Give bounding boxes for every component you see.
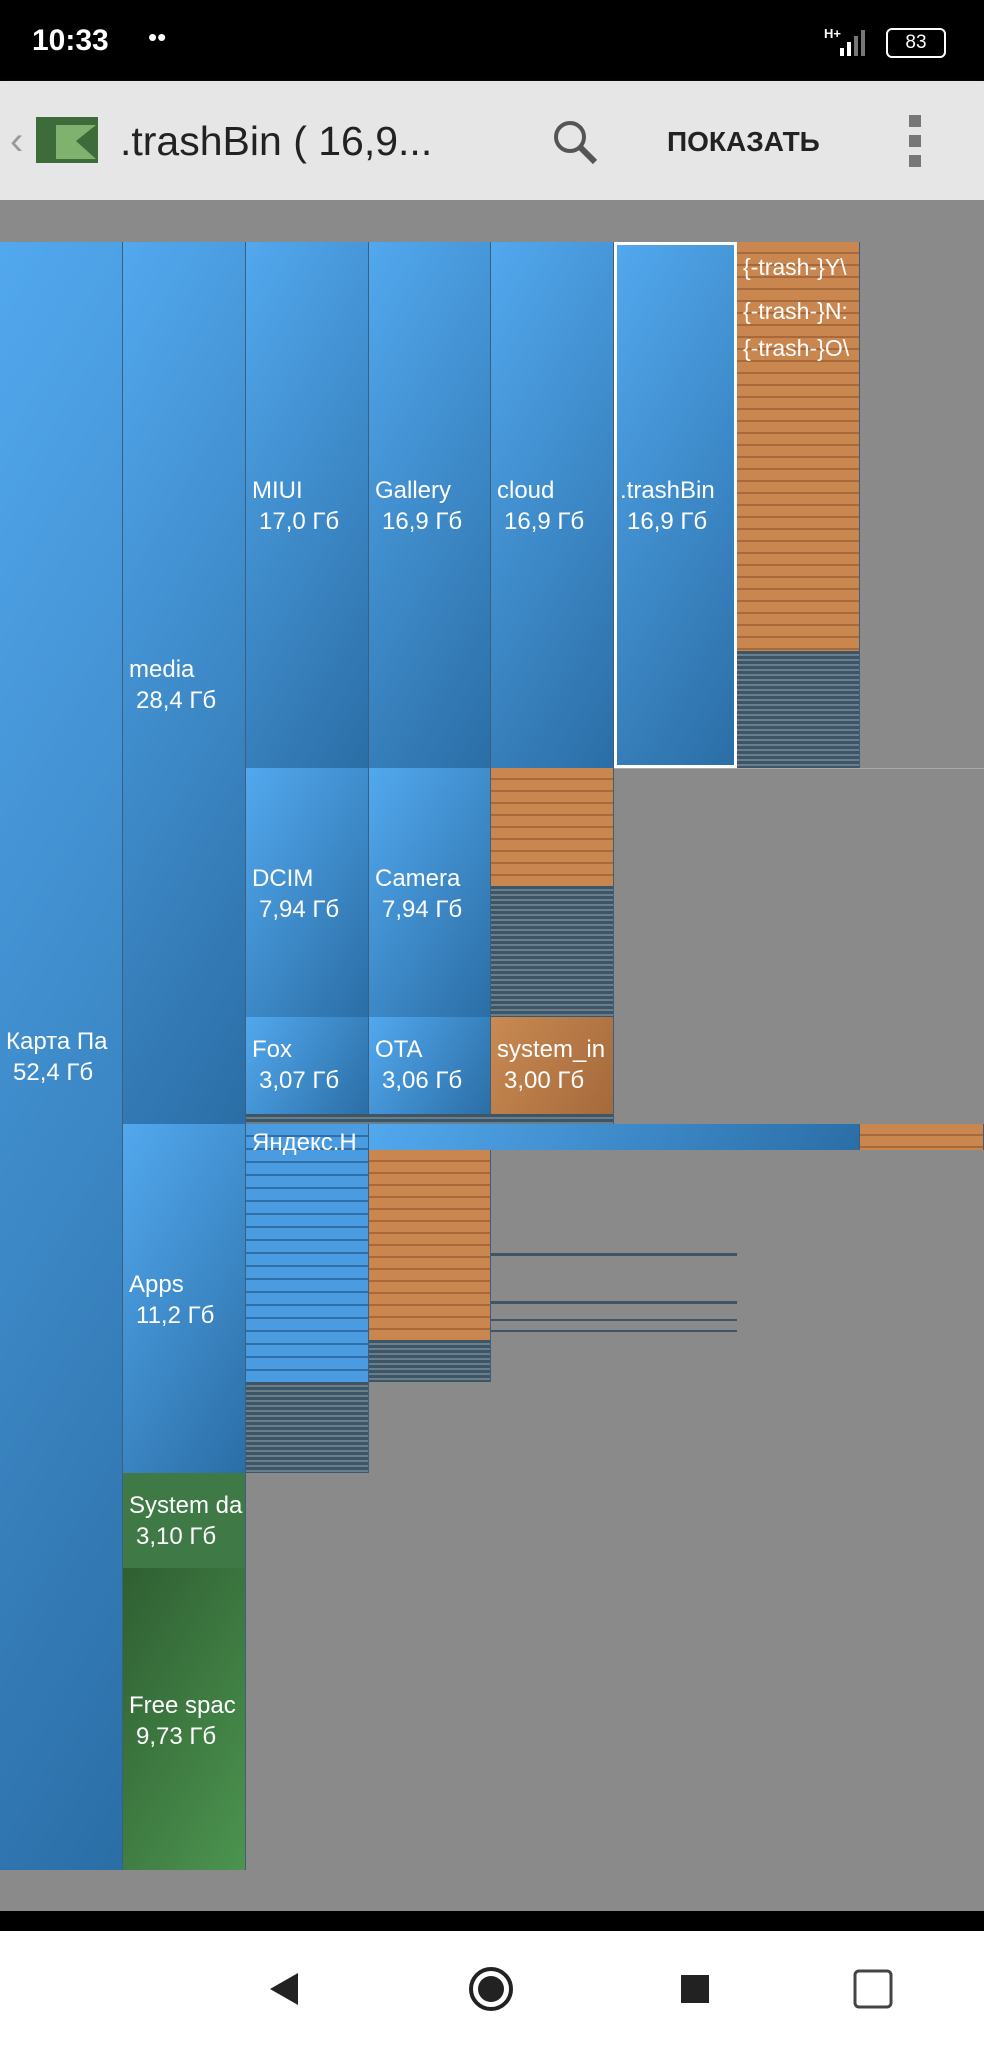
system-block[interactable]: System da 3,10 Гб xyxy=(123,1473,246,1568)
file-name: {-trash-}Y\ xyxy=(743,254,847,280)
folder-block[interactable]: Gallery 16,9 Гб xyxy=(369,242,491,768)
thin-row xyxy=(860,1124,984,1150)
block-size: 16,9 Гб xyxy=(627,508,708,535)
block-name: Free spac xyxy=(129,1692,236,1719)
signal-icon xyxy=(840,30,865,56)
block-size: 11,2 Гб xyxy=(136,1302,215,1329)
block-size: 3,00 Гб xyxy=(504,1067,585,1094)
block-size: 7,94 Гб xyxy=(259,896,340,923)
file-block xyxy=(246,1382,369,1473)
folder-block[interactable]: MIUI 17,0 Гб xyxy=(246,242,369,768)
block-size: 9,73 Гб xyxy=(136,1723,217,1750)
block-name: System da xyxy=(129,1492,243,1519)
show-button[interactable]: ПОКАЗАТЬ xyxy=(667,126,820,157)
folder-block[interactable]: cloud 16,9 Гб xyxy=(491,242,614,768)
status-bar: 10:33 •• H+ 83 xyxy=(0,0,984,81)
toolbar: ‹ .trashBin ( 16,9... ПОКАЗАТЬ xyxy=(0,81,984,200)
block-name: Яндекс.H xyxy=(252,1129,357,1156)
block-name: DCIM xyxy=(252,865,314,892)
block-size: 28,4 Гб xyxy=(136,687,217,714)
thin-line xyxy=(491,1330,737,1332)
file-name: {-trash-}O\ xyxy=(743,335,850,361)
block-name: OTA xyxy=(375,1036,423,1063)
title: .trashBin ( 16,9... xyxy=(120,118,433,164)
file-block[interactable] xyxy=(491,768,614,886)
file-block xyxy=(369,1340,491,1382)
folder-block[interactable]: media 28,4 Гб xyxy=(123,242,246,1124)
block-name: Карта Па xyxy=(6,1028,108,1055)
app-icon xyxy=(36,117,98,163)
folder-block[interactable]: Яндекс.H xyxy=(246,1124,369,1382)
thin-line xyxy=(491,1301,737,1304)
small-files xyxy=(246,1114,614,1124)
dots: •• xyxy=(148,22,167,52)
menu-icon[interactable] xyxy=(903,113,927,169)
block-name: .trashBin xyxy=(620,477,715,504)
nav-recents[interactable] xyxy=(681,1975,709,2003)
folder-block[interactable]: OTA 3,06 Гб xyxy=(369,1017,491,1114)
nav-home[interactable] xyxy=(469,1967,513,2011)
block-name: Gallery xyxy=(375,477,452,504)
separator xyxy=(0,1911,984,1931)
block-name: MIUI xyxy=(252,477,303,504)
block-name: Apps xyxy=(129,1271,184,1298)
block-name: Camera xyxy=(375,865,461,892)
block-name: Fox xyxy=(252,1036,293,1063)
folder-block[interactable]: DCIM 7,94 Гб xyxy=(246,768,369,1017)
folder-block[interactable]: system_in 3,00 Гб xyxy=(491,1017,614,1114)
block-name: system_in xyxy=(497,1036,606,1063)
nav-expand[interactable] xyxy=(853,1969,893,2009)
back-chevron[interactable]: ‹ xyxy=(10,119,24,163)
folder-block[interactable]: Apps 11,2 Гб xyxy=(123,1124,246,1473)
selected-block[interactable]: .trashBin 16,9 Гб xyxy=(614,242,737,768)
folder-block[interactable]: Camera 7,94 Гб xyxy=(369,768,491,1017)
file-block[interactable] xyxy=(491,886,614,1017)
block-size: 52,4 Гб xyxy=(13,1059,94,1086)
block-name: media xyxy=(129,656,195,683)
battery: 83 xyxy=(886,28,946,58)
block-size: 3,07 Гб xyxy=(259,1067,340,1094)
block-size: 3,10 Гб xyxy=(136,1523,217,1550)
block-name: cloud xyxy=(497,477,555,504)
divider xyxy=(614,768,984,769)
nav-back[interactable] xyxy=(270,1973,298,2005)
block-size: 17,0 Гб xyxy=(259,508,340,535)
folder-block[interactable]: Fox 3,07 Гб xyxy=(246,1017,369,1114)
clock: 10:33 xyxy=(32,24,109,57)
file-name: {-trash-}N: xyxy=(743,298,848,324)
search-icon[interactable] xyxy=(550,117,600,167)
block-size: 3,06 Гб xyxy=(382,1067,463,1094)
thin-row xyxy=(369,1124,860,1150)
thin-line xyxy=(491,1253,737,1256)
file-block[interactable] xyxy=(737,651,860,768)
block-size: 7,94 Гб xyxy=(382,896,463,923)
network: H+ xyxy=(824,26,841,41)
file-block[interactable]: {-trash-}Y\ {-trash-}N: {-trash-}O\ xyxy=(737,242,860,651)
free-block[interactable]: Free spac 9,73 Гб xyxy=(123,1568,246,1870)
folder-block[interactable]: Карта Па 52,4 Гб xyxy=(0,242,123,1870)
nav-bar xyxy=(270,1967,893,2011)
block-size: 16,9 Гб xyxy=(504,508,585,535)
block-size: 16,9 Гб xyxy=(382,508,463,535)
thin-line xyxy=(491,1319,737,1321)
